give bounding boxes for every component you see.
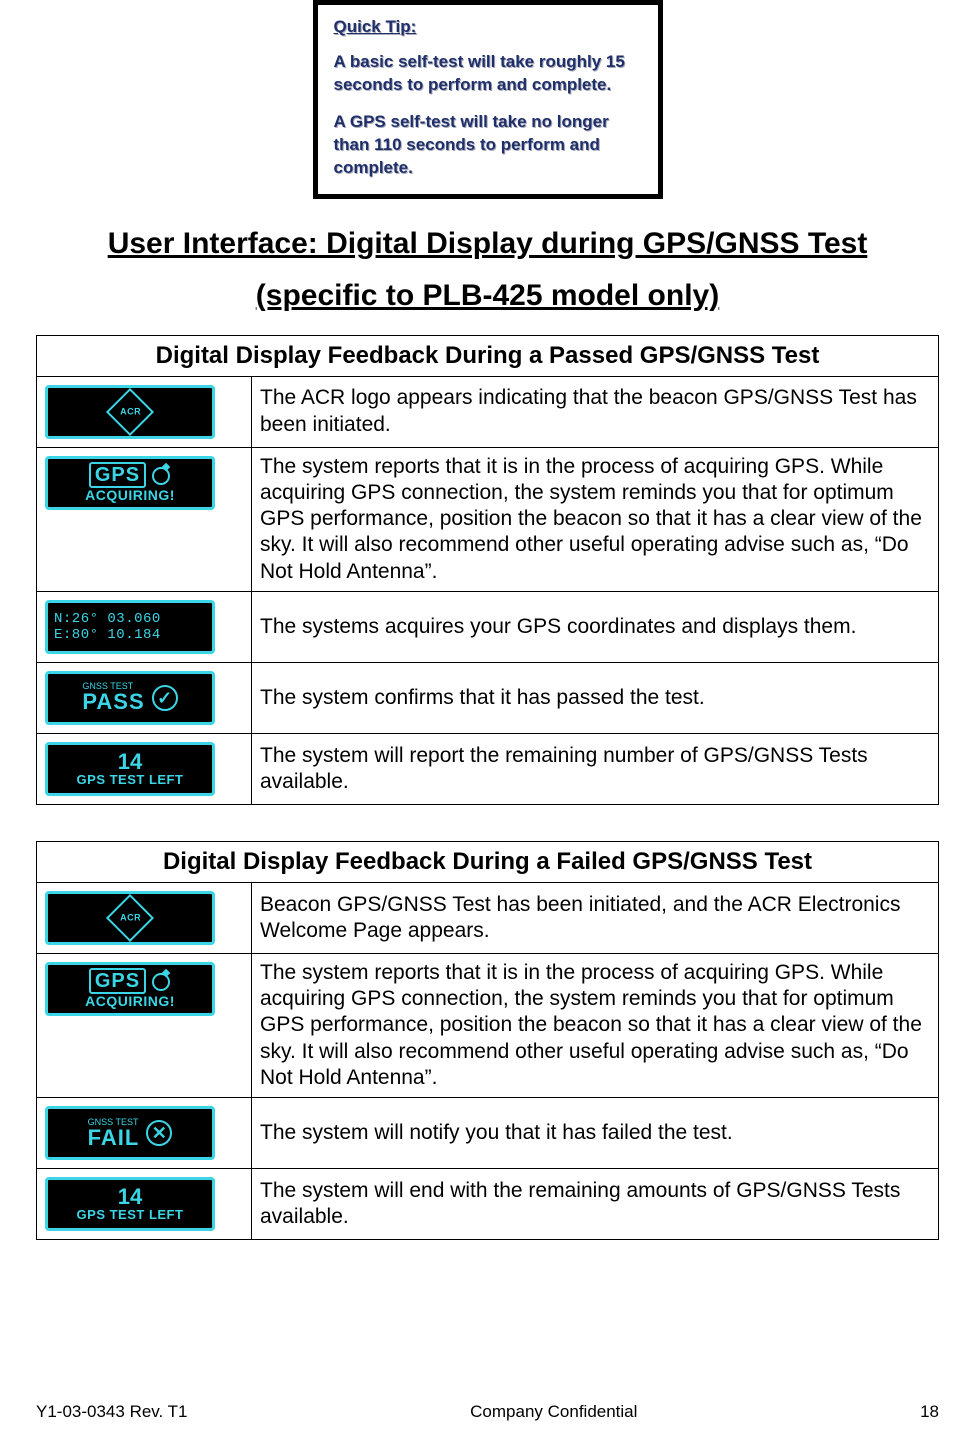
lcd-acr-logo: ACR bbox=[45, 385, 215, 439]
failed-table-header: Digital Display Feedback During a Failed… bbox=[37, 841, 939, 882]
row-description: The system will report the remaining num… bbox=[252, 733, 939, 804]
row-description: The systems acquires your GPS coordinate… bbox=[252, 591, 939, 662]
lcd-count: 14 bbox=[118, 1186, 142, 1208]
lcd-big: PASS bbox=[82, 691, 144, 713]
lcd-cell: 14 GPS TEST LEFT bbox=[37, 733, 252, 804]
row-description: The system will end with the remaining a… bbox=[252, 1169, 939, 1240]
row-description: The system confirms that it has passed t… bbox=[252, 662, 939, 733]
lcd-cell: 14 GPS TEST LEFT bbox=[37, 1169, 252, 1240]
satellite-icon bbox=[149, 464, 171, 486]
checkmark-icon: ✓ bbox=[152, 685, 178, 711]
table-row: GNSS TEST FAIL ✕ The system will notify … bbox=[37, 1098, 939, 1169]
acr-logo-text: ACR bbox=[120, 912, 141, 923]
table-row: GPS ACQUIRING! The system reports that i… bbox=[37, 953, 939, 1097]
lcd-big: FAIL bbox=[88, 1127, 140, 1149]
quick-tip-para-1: A basic self-test will take roughly 15 s… bbox=[334, 51, 642, 97]
row-description: The system reports that it is in the pro… bbox=[252, 953, 939, 1097]
lcd-count: 14 bbox=[118, 751, 142, 773]
x-mark-icon: ✕ bbox=[146, 1120, 172, 1146]
lcd-label: GPS TEST LEFT bbox=[77, 773, 184, 787]
table-row: 14 GPS TEST LEFT The system will end wit… bbox=[37, 1169, 939, 1240]
acr-logo-icon: ACR bbox=[106, 388, 154, 436]
table-row: ACR Beacon GPS/GNSS Test has been initia… bbox=[37, 882, 939, 953]
table-row: GNSS TEST PASS ✓ The system confirms tha… bbox=[37, 662, 939, 733]
lcd-tests-left: 14 GPS TEST LEFT bbox=[45, 1177, 215, 1231]
quick-tip-body: A basic self-test will take roughly 15 s… bbox=[334, 51, 642, 180]
row-description: Beacon GPS/GNSS Test has been initiated,… bbox=[252, 882, 939, 953]
lcd-acr-logo: ACR bbox=[45, 891, 215, 945]
lcd-cell: ACR bbox=[37, 376, 252, 447]
lcd-cell: N:26° 03.060 E:80° 10.184 bbox=[37, 591, 252, 662]
lcd-line2: ACQUIRING! bbox=[85, 488, 175, 503]
quick-tip-title-text: Quick Tip bbox=[334, 17, 411, 36]
footer-center: Company Confidential bbox=[470, 1402, 637, 1422]
table-row: 14 GPS TEST LEFT The system will report … bbox=[37, 733, 939, 804]
lcd-gps-acquiring: GPS ACQUIRING! bbox=[45, 962, 215, 1016]
table-row: GPS ACQUIRING! The system reports that i… bbox=[37, 447, 939, 591]
quick-tip-para-2: A GPS self-test will take no longer than… bbox=[334, 111, 642, 180]
footer-right: 18 bbox=[920, 1402, 939, 1422]
lcd-line1: GPS bbox=[89, 462, 146, 488]
lcd-coordinates: N:26° 03.060 E:80° 10.184 bbox=[45, 600, 215, 654]
passed-test-table: Digital Display Feedback During a Passed… bbox=[36, 335, 939, 805]
lcd-cell: GPS ACQUIRING! bbox=[37, 447, 252, 591]
lcd-label: GPS TEST LEFT bbox=[77, 1208, 184, 1222]
quick-tip-colon: : bbox=[411, 17, 417, 36]
row-description: The system will notify you that it has f… bbox=[252, 1098, 939, 1169]
table-row: N:26° 03.060 E:80° 10.184 The systems ac… bbox=[37, 591, 939, 662]
quick-tip-title: Quick Tip: bbox=[334, 17, 642, 37]
lcd-cell: GPS ACQUIRING! bbox=[37, 953, 252, 1097]
row-description: The ACR logo appears indicating that the… bbox=[252, 376, 939, 447]
acr-logo-icon: ACR bbox=[106, 894, 154, 942]
lcd-pass: GNSS TEST PASS ✓ bbox=[45, 671, 215, 725]
lcd-cell: GNSS TEST FAIL ✕ bbox=[37, 1098, 252, 1169]
lcd-tests-left: 14 GPS TEST LEFT bbox=[45, 742, 215, 796]
lcd-cell: GNSS TEST PASS ✓ bbox=[37, 662, 252, 733]
lcd-fail: GNSS TEST FAIL ✕ bbox=[45, 1106, 215, 1160]
page-title-line1: User Interface: Digital Display during G… bbox=[36, 227, 939, 261]
lcd-gps-acquiring: GPS ACQUIRING! bbox=[45, 456, 215, 510]
lcd-lon: E:80° 10.184 bbox=[54, 627, 212, 643]
table-row: ACR The ACR logo appears indicating that… bbox=[37, 376, 939, 447]
lcd-line2: ACQUIRING! bbox=[85, 994, 175, 1009]
lcd-lat: N:26° 03.060 bbox=[54, 611, 212, 627]
lcd-line1: GPS bbox=[89, 968, 146, 994]
passed-table-header: Digital Display Feedback During a Passed… bbox=[37, 335, 939, 376]
failed-test-table: Digital Display Feedback During a Failed… bbox=[36, 841, 939, 1240]
footer-left: Y1-03-0343 Rev. T1 bbox=[36, 1402, 188, 1422]
acr-logo-text: ACR bbox=[120, 406, 141, 417]
quick-tip-box: Quick Tip: A basic self-test will take r… bbox=[313, 0, 663, 199]
satellite-icon bbox=[149, 970, 171, 992]
page-footer: Y1-03-0343 Rev. T1 Company Confidential … bbox=[0, 1402, 975, 1422]
lcd-cell: ACR bbox=[37, 882, 252, 953]
row-description: The system reports that it is in the pro… bbox=[252, 447, 939, 591]
page-title-line2: (specific to PLB-425 model only) bbox=[36, 279, 939, 313]
